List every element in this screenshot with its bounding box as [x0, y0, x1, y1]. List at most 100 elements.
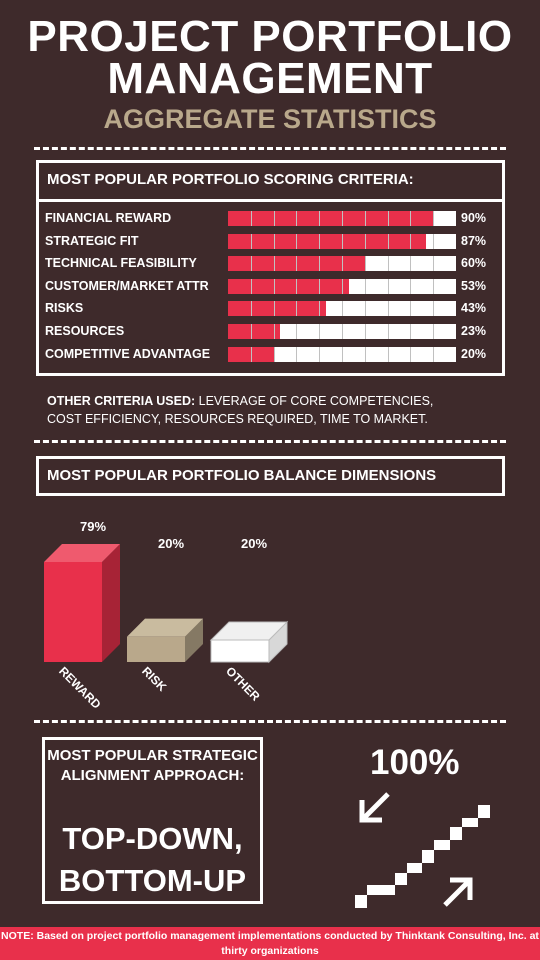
bar-segment-divider — [319, 301, 321, 317]
page-title-line2: MANAGEMENT — [107, 54, 433, 103]
bar-segment-divider — [433, 346, 435, 362]
bar-segment-divider — [342, 256, 343, 272]
balance-dimensions-header: MOST POPULAR PORTFOLIO BALANCE DIMENSION… — [36, 456, 505, 496]
bar-segment-divider — [433, 233, 435, 249]
bar-segment-divider — [296, 324, 298, 339]
criteria-label: CUSTOMER/MARKET ATTR — [45, 278, 209, 293]
bar-segment-divider — [296, 233, 298, 249]
bar-segment-divider — [387, 233, 389, 249]
bar-segment-divider — [342, 233, 343, 249]
criteria-row: COMPETITIVE ADVANTAGE 20% — [45, 346, 495, 364]
page-subtitle: AGGREGATE STATISTICS — [103, 104, 437, 134]
page-title-line1: PROJECT PORTFOLIO — [27, 12, 513, 61]
alignment-stat: 100% — [370, 743, 460, 782]
other-criteria-text: LEVERAGE OF CORE COMPETENCIES, COST EFFI… — [47, 394, 434, 426]
bar-segment-divider — [250, 346, 252, 362]
bar-segment-divider — [250, 233, 252, 249]
bar-segment-divider — [273, 256, 275, 272]
bar-segment-divider — [296, 346, 298, 362]
criteria-label: FINANCIAL REWARD — [45, 211, 172, 225]
bar-segment-divider — [410, 301, 412, 317]
bar-segment-divider — [342, 324, 343, 339]
criteria-value-label: 87% — [461, 233, 487, 248]
bar-segment-divider — [273, 278, 275, 294]
balance-bar — [44, 544, 120, 662]
bar-segment-divider — [273, 301, 275, 317]
criteria-label: RISKS — [45, 301, 84, 316]
balance-value-label: 20% — [158, 536, 185, 551]
divider — [34, 147, 506, 150]
bar-segment-divider — [319, 211, 321, 226]
bar-segment-divider — [342, 278, 343, 294]
bar-segment-divider — [410, 324, 412, 339]
bar-segment-divider — [273, 346, 275, 362]
criteria-label: TECHNICAL FEASIBILITY — [45, 256, 197, 271]
alignment-box: MOST POPULAR STRATEGIC ALIGNMENT APPROAC… — [42, 737, 263, 904]
bar-segment-divider — [342, 211, 343, 226]
criteria-row: TECHNICAL FEASIBILITY 60% — [45, 255, 495, 273]
bar-segment-divider — [364, 278, 366, 294]
balance-value-label: 20% — [241, 536, 268, 551]
criteria-bar — [228, 324, 281, 339]
bar-segment-divider — [364, 324, 366, 339]
bar-segment-divider — [410, 211, 412, 226]
bar-segment-divider — [364, 256, 366, 272]
balance-category-label: REWARD — [56, 664, 104, 712]
bar-segment-divider — [387, 346, 389, 362]
criteria-value-label: 90% — [461, 211, 487, 225]
criteria-label: STRATEGIC FIT — [45, 233, 139, 248]
bar-segment-divider — [410, 233, 412, 249]
bar-segment-divider — [250, 278, 252, 294]
bar-segment-divider — [387, 278, 389, 294]
bar-segment-divider — [342, 301, 343, 317]
bar-segment-divider — [319, 346, 321, 362]
stairs-arrows-icon — [355, 792, 490, 908]
bar-segment-divider — [319, 324, 321, 339]
criteria-row: STRATEGIC FIT 87% — [45, 233, 495, 251]
criteria-value-label: 20% — [461, 346, 487, 361]
criteria-bar-track — [228, 278, 456, 294]
balance-bars-svg — [44, 544, 289, 664]
criteria-label: RESOURCES — [45, 324, 125, 338]
bar-segment-divider — [273, 324, 275, 339]
bar-segment-divider — [387, 301, 389, 317]
bar-segment-divider — [410, 346, 412, 362]
bar-segment-divider — [273, 211, 275, 226]
divider — [34, 440, 506, 443]
panel-divider — [39, 199, 502, 202]
bar-segment-divider — [387, 211, 389, 226]
criteria-bar-track — [228, 233, 456, 249]
criteria-row: RESOURCES 23% — [45, 323, 495, 341]
bar-segment-divider — [342, 346, 343, 362]
bar-segment-divider — [387, 324, 389, 339]
bar-segment-divider — [364, 301, 366, 317]
criteria-row: RISKS 43% — [45, 300, 495, 318]
divider — [34, 720, 506, 723]
balance-category-label: OTHER — [223, 664, 263, 704]
bar-segment-divider — [250, 211, 252, 226]
scoring-criteria-panel: MOST POPULAR PORTFOLIO SCORING CRITERIA:… — [36, 160, 505, 376]
bar-segment-divider — [433, 256, 435, 272]
balance-dimensions-title: MOST POPULAR PORTFOLIO BALANCE DIMENSION… — [47, 467, 437, 484]
balance-value-label: 79% — [80, 519, 107, 534]
bar-segment-divider — [364, 346, 366, 362]
alignment-label: MOST POPULAR STRATEGIC ALIGNMENT APPROAC… — [47, 747, 258, 784]
bar-segment-divider — [433, 301, 435, 317]
bar-segment-divider — [319, 278, 321, 294]
bar-segment-divider — [410, 256, 412, 272]
bar-segment-divider — [296, 256, 298, 272]
bar-segment-divider — [273, 233, 275, 249]
bar-segment-divider — [250, 324, 252, 339]
criteria-bar-track — [228, 346, 456, 362]
bar-segment-divider — [410, 278, 412, 294]
bar-segment-divider — [319, 233, 321, 249]
balance-bar — [127, 618, 203, 662]
bar-segment-divider — [296, 278, 298, 294]
criteria-row: CUSTOMER/MARKET ATTR 53% — [45, 278, 495, 296]
balance-category-label: RISK — [139, 664, 170, 695]
criteria-value-label: 23% — [461, 324, 487, 338]
balance-bar — [209, 620, 289, 664]
criteria-row: FINANCIAL REWARD 90% — [45, 210, 495, 228]
other-criteria-note: OTHER CRITERIA USED: LEVERAGE OF CORE CO… — [47, 392, 467, 428]
criteria-bar — [228, 211, 434, 226]
